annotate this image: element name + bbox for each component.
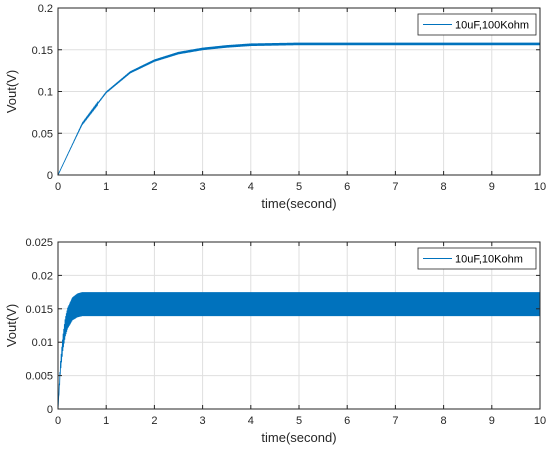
y-axis-label: Vout(V) — [4, 304, 19, 347]
x-axis-label: time(second) — [261, 196, 336, 211]
y-tick-label: 0.01 — [32, 337, 53, 349]
y-tick-label: 0 — [47, 404, 53, 416]
x-tick-label: 1 — [103, 415, 109, 427]
y-tick-label: 0.05 — [32, 128, 53, 140]
x-tick-label: 9 — [489, 415, 495, 427]
legend-box — [417, 13, 537, 36]
y-tick-label: 0 — [47, 170, 53, 182]
x-tick-label: 5 — [296, 181, 302, 193]
x-tick-label: 0 — [55, 415, 61, 427]
y-tick-label: 0.015 — [25, 304, 53, 316]
legend-box — [417, 247, 537, 270]
x-tick-label: 1 — [103, 181, 109, 193]
x-tick-label: 2 — [151, 415, 157, 427]
x-tick-label: 10 — [534, 181, 546, 193]
x-tick-label: 7 — [392, 415, 398, 427]
y-tick-label: 0.005 — [25, 371, 53, 383]
y-axis-label: Vout(V) — [4, 70, 19, 113]
x-tick-label: 10 — [534, 415, 546, 427]
chart-1: 0 1 2 3 4 5 6 7 8 9 10 0 0.05 0.1 0.15 0.2 time(second) V… — [4, 3, 546, 211]
x-tick-label: 0 — [55, 181, 61, 193]
y-tick-label: 0.025 — [25, 237, 53, 249]
x-tick-label: 5 — [296, 415, 302, 427]
legend-label: 10uF,100Kohm — [455, 20, 529, 32]
legend: 10uF,100Kohm — [417, 13, 537, 36]
x-tick-label: 7 — [392, 181, 398, 193]
legend: 10uF,10Kohm — [417, 247, 537, 270]
x-tick-label: 6 — [344, 415, 350, 427]
y-tick-label: 0.15 — [32, 45, 53, 57]
x-tick-label: 8 — [441, 181, 447, 193]
y-tick-label: 0.2 — [38, 3, 53, 15]
x-tick-label: 8 — [441, 415, 447, 427]
y-tick-label: 0.1 — [38, 87, 53, 99]
x-tick-label: 3 — [200, 181, 206, 193]
x-tick-label: 4 — [248, 181, 254, 193]
x-tick-label: 2 — [151, 181, 157, 193]
x-tick-label: 3 — [200, 415, 206, 427]
x-tick-label: 6 — [344, 181, 350, 193]
y-tick-label: 0.02 — [32, 270, 53, 282]
series-line-1 — [57, 292, 541, 410]
x-tick-label: 4 — [248, 415, 254, 427]
legend-label: 10uF,10Kohm — [455, 254, 523, 266]
x-tick-label: 9 — [489, 181, 495, 193]
series-line-1 — [57, 42, 541, 176]
chart-2: 0 1 2 3 4 5 6 7 8 9 10 0 0.005 0.01 0.015 0.02 0.025 time… — [4, 237, 546, 445]
x-axis-label: time(second) — [261, 430, 336, 445]
